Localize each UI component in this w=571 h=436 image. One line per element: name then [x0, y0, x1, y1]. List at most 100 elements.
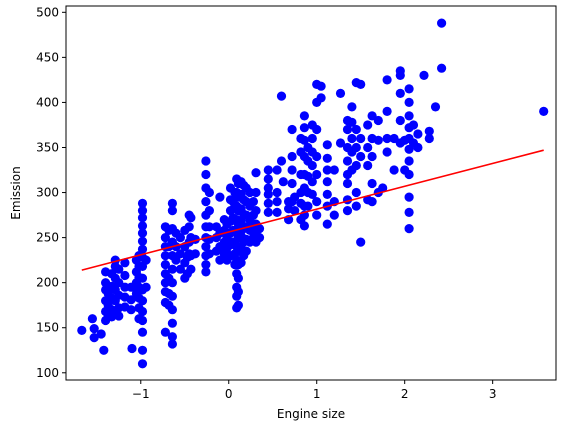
- data-point: [290, 206, 300, 216]
- data-point: [342, 206, 353, 216]
- data-point: [335, 88, 346, 98]
- data-point: [287, 178, 297, 189]
- x-axis-ticks: −1 0 1 2 3: [132, 380, 497, 401]
- data-point: [307, 133, 317, 144]
- data-point: [272, 207, 282, 217]
- data-point: [389, 165, 399, 175]
- data-point: [204, 206, 214, 216]
- data-point: [404, 169, 414, 180]
- data-point: [263, 189, 273, 199]
- data-point: [342, 124, 353, 135]
- data-point: [272, 197, 282, 207]
- data-point: [263, 174, 273, 184]
- data-point: [404, 84, 414, 94]
- x-axis-label: Engine size: [277, 407, 345, 421]
- data-point: [322, 219, 332, 229]
- data-point: [160, 233, 170, 243]
- y-tick-label: 400: [36, 95, 59, 109]
- data-point: [356, 79, 366, 89]
- data-point: [137, 296, 148, 306]
- data-point: [373, 135, 383, 145]
- data-point: [167, 332, 177, 342]
- data-point: [395, 88, 405, 98]
- data-point: [287, 124, 297, 135]
- data-point: [99, 345, 109, 355]
- data-point: [322, 140, 332, 150]
- data-point: [263, 198, 273, 208]
- data-point: [356, 237, 366, 247]
- y-tick-label: 350: [36, 140, 59, 154]
- data-point: [96, 329, 106, 339]
- data-point: [539, 106, 549, 116]
- data-point: [430, 102, 441, 112]
- data-point: [89, 324, 99, 334]
- data-point: [204, 249, 214, 259]
- data-point: [120, 270, 130, 281]
- data-point: [126, 295, 136, 305]
- y-tick-label: 250: [36, 231, 59, 245]
- data-point: [322, 189, 332, 199]
- data-point: [367, 197, 377, 207]
- data-point: [351, 201, 361, 211]
- data-point: [137, 236, 148, 246]
- data-point: [307, 160, 317, 171]
- data-point: [363, 160, 373, 171]
- data-point: [175, 233, 185, 243]
- data-point: [201, 156, 211, 166]
- data-point: [312, 151, 322, 162]
- y-tick-label: 100: [36, 366, 59, 380]
- data-point: [424, 126, 434, 136]
- data-point: [299, 123, 309, 133]
- data-point: [316, 81, 326, 91]
- data-point: [299, 111, 309, 121]
- data-point: [367, 178, 377, 189]
- y-tick-label: 300: [36, 186, 59, 200]
- data-point: [263, 183, 273, 193]
- data-point: [351, 142, 361, 153]
- data-point: [236, 258, 246, 268]
- data-point: [312, 210, 322, 220]
- data-point: [160, 260, 170, 270]
- data-point: [137, 327, 148, 337]
- data-point: [404, 97, 414, 107]
- data-point: [263, 207, 273, 217]
- data-point: [89, 333, 99, 343]
- data-point: [276, 91, 287, 101]
- data-point: [201, 260, 211, 270]
- y-axis-label: Emission: [9, 166, 23, 219]
- x-tick-label: 3: [489, 387, 497, 401]
- data-point: [382, 106, 392, 116]
- x-tick-label: 0: [225, 387, 233, 401]
- data-point: [395, 70, 405, 80]
- data-point: [141, 282, 151, 292]
- data-point: [316, 93, 326, 103]
- data-point: [167, 339, 177, 349]
- data-point: [404, 192, 414, 202]
- data-point: [215, 192, 225, 202]
- data-point: [137, 345, 148, 355]
- data-point: [351, 124, 361, 135]
- data-point: [437, 18, 447, 28]
- data-point: [167, 264, 177, 274]
- data-point: [77, 325, 87, 335]
- data-point: [437, 63, 447, 73]
- y-axis-ticks: 100 150 200 250 300 350 400 450 500: [36, 5, 66, 380]
- data-point: [347, 102, 357, 112]
- data-point: [167, 206, 177, 216]
- data-point: [190, 249, 200, 259]
- data-point: [175, 249, 185, 259]
- data-point: [351, 160, 361, 171]
- data-point: [335, 138, 346, 148]
- data-point: [204, 187, 214, 198]
- data-point: [404, 224, 414, 234]
- data-point: [278, 177, 288, 187]
- data-point: [204, 222, 214, 232]
- x-tick-label: −1: [132, 387, 150, 401]
- data-point: [87, 314, 97, 324]
- data-point: [322, 165, 332, 175]
- data-point: [167, 305, 177, 315]
- data-point: [186, 213, 196, 223]
- data-point: [356, 151, 366, 162]
- data-point: [382, 75, 392, 85]
